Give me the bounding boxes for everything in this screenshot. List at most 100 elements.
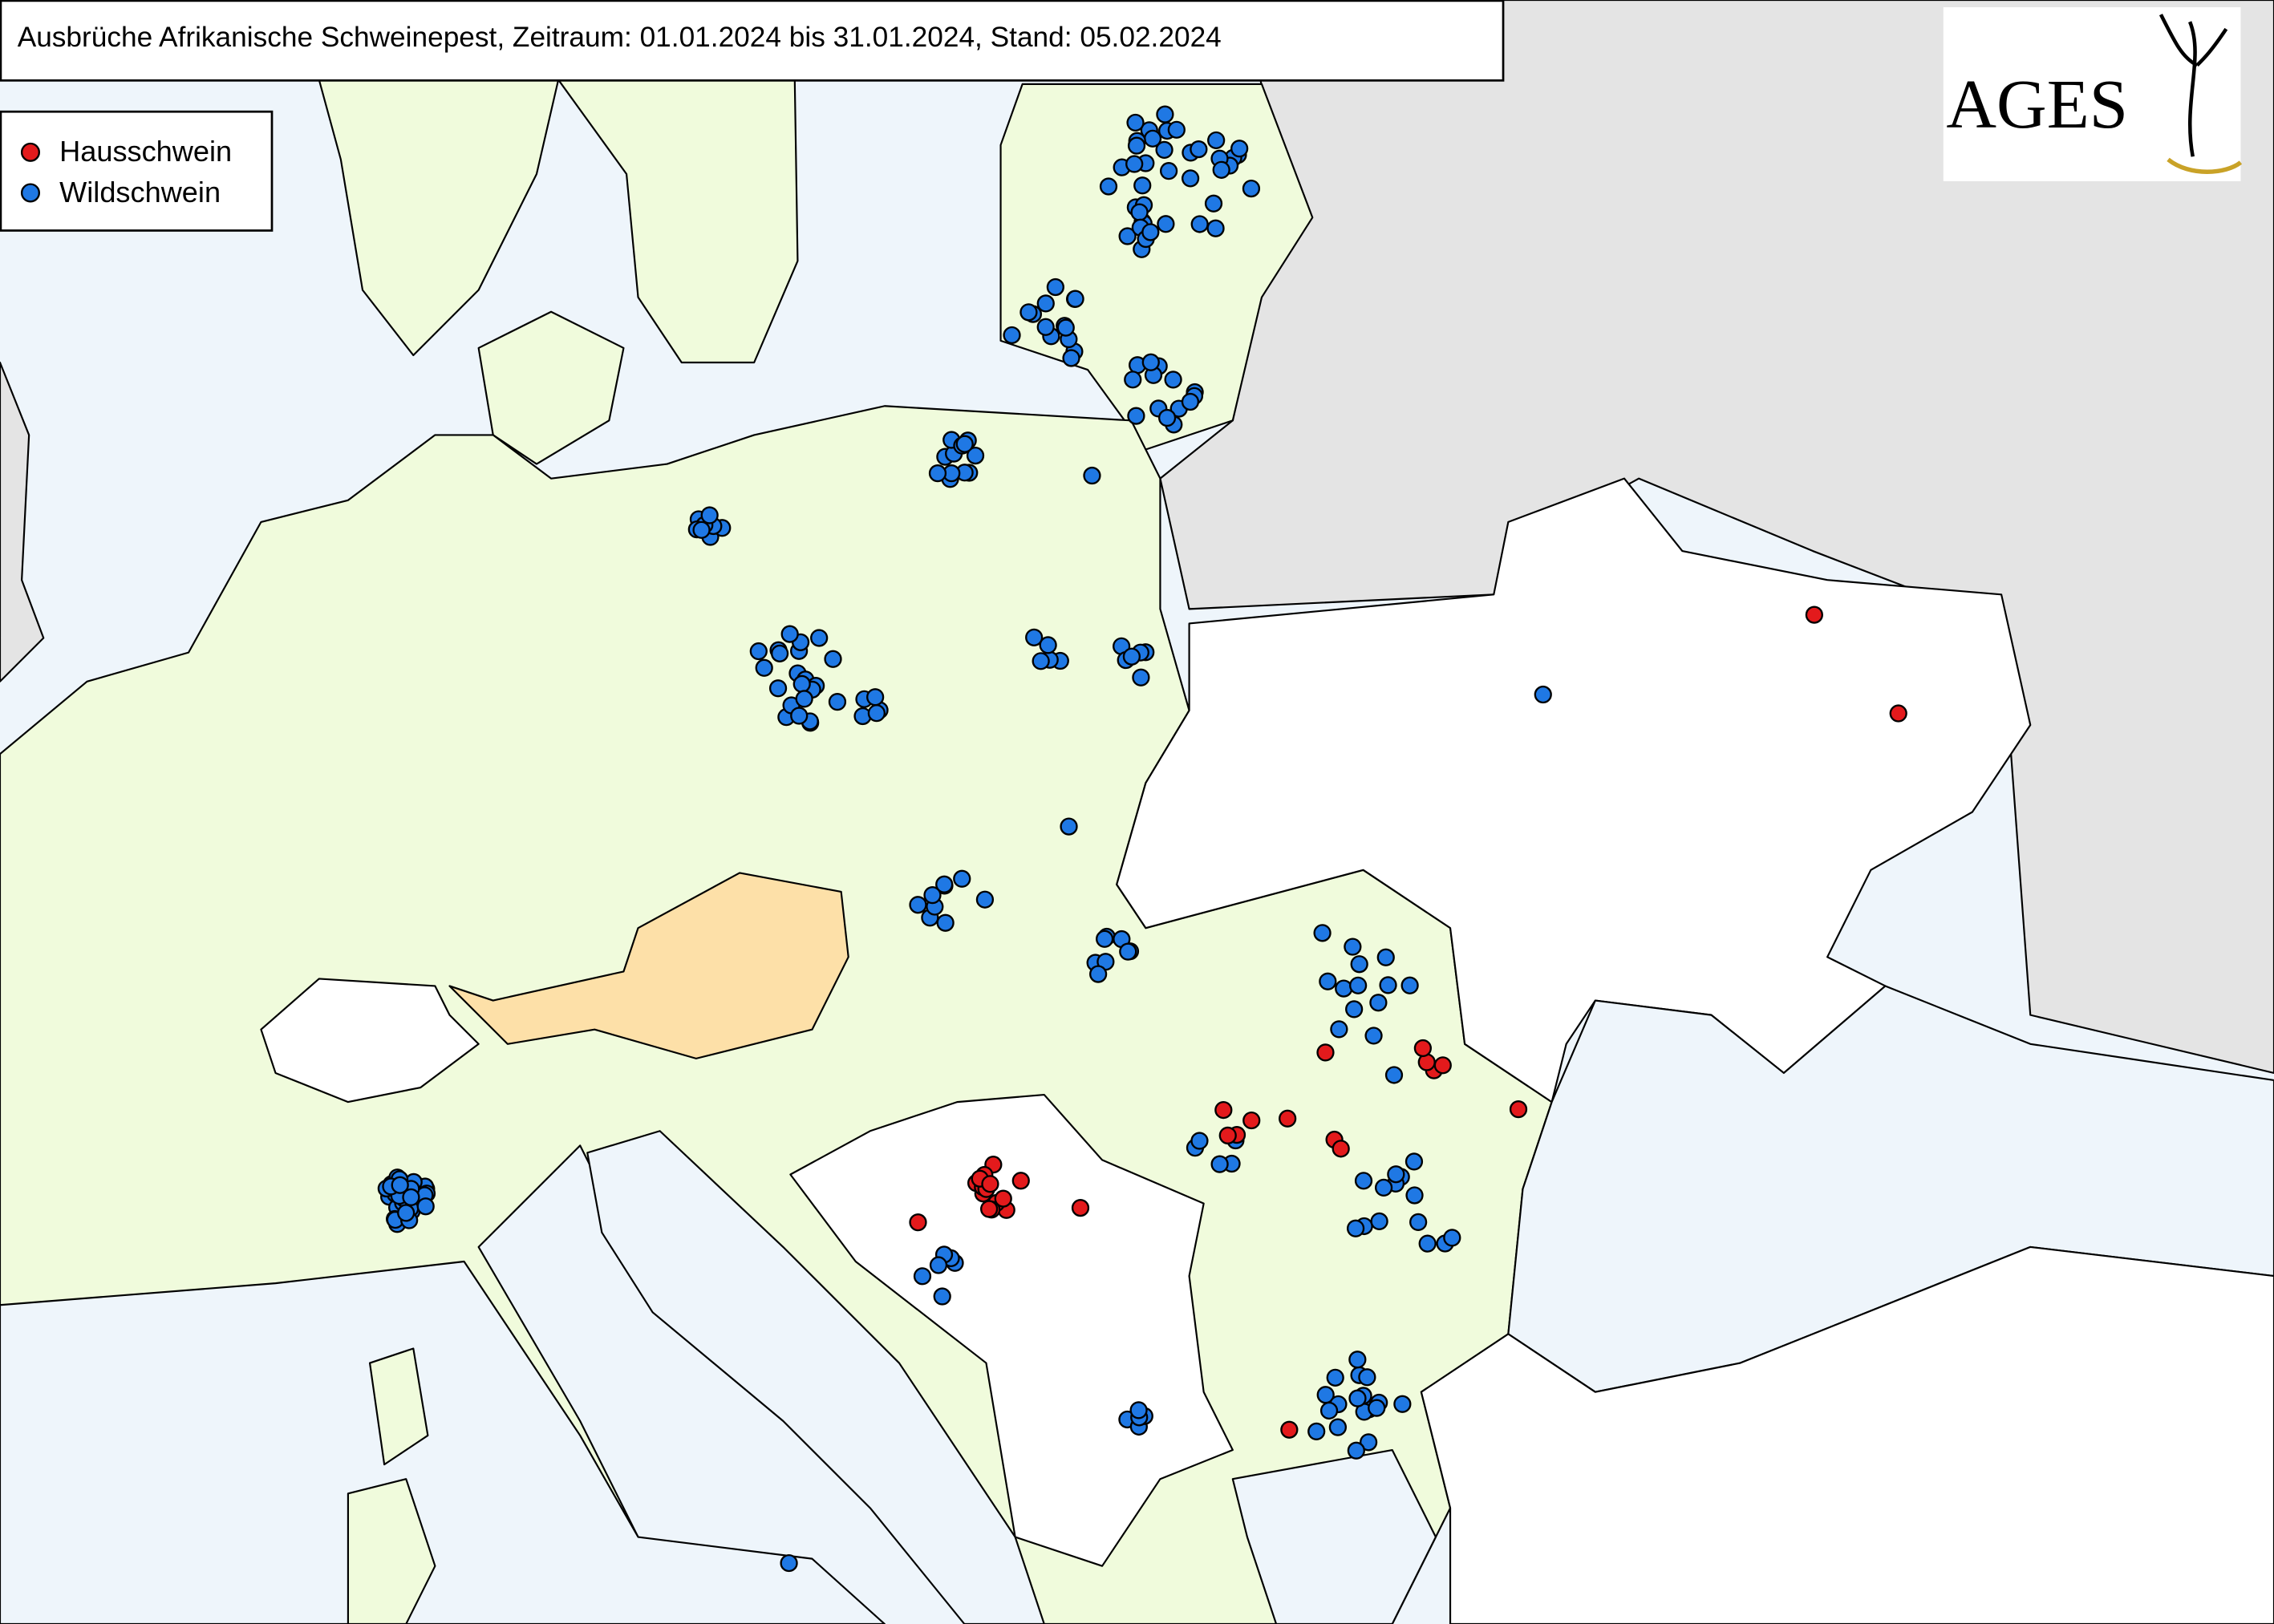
outbreak-point: [1347, 1441, 1365, 1460]
legend: Hausschwein Wildschwein: [20, 135, 232, 209]
outbreak-point: [1206, 219, 1225, 237]
outbreak-point: [866, 688, 885, 707]
outbreak-point: [1326, 1368, 1344, 1387]
outbreak-point: [1330, 1020, 1348, 1039]
outbreak-point: [966, 446, 985, 465]
outbreak-points: [377, 105, 1907, 1573]
outbreak-point: [1046, 277, 1064, 297]
outbreak-point: [1335, 979, 1353, 998]
aegean-sea: [1231, 1448, 1437, 1624]
outbreak-point: [1157, 408, 1177, 427]
outbreak-point: [913, 1267, 932, 1286]
outbreak-point: [1369, 994, 1388, 1012]
outbreak-point: [1157, 215, 1175, 233]
outbreak-point: [1062, 349, 1080, 367]
outbreak-point: [1387, 1165, 1405, 1184]
outbreak-point: [1345, 1000, 1364, 1019]
outbreak-point: [1443, 1229, 1461, 1247]
outbreak-point: [1393, 1395, 1412, 1413]
outbreak-point: [1349, 976, 1368, 994]
outbreak-point: [1346, 1219, 1365, 1237]
outbreak-point: [749, 642, 768, 661]
outbreak-point: [1358, 1368, 1376, 1387]
outbreak-point: [1374, 1178, 1393, 1197]
outbreak-point: [1805, 605, 1823, 624]
outbreak-point: [1003, 326, 1021, 345]
outbreak-point: [1280, 1420, 1299, 1439]
outbreak-point: [1405, 1186, 1424, 1205]
outbreak-point: [1534, 685, 1552, 704]
outbreak-point: [953, 869, 971, 888]
outbreak-point: [994, 1189, 1012, 1208]
title: Ausbrüche Afrikanische Schweinepest, Zei…: [18, 22, 1222, 53]
logo-text: AGES: [1946, 66, 2128, 143]
outbreak-point: [1370, 1212, 1388, 1230]
outbreak-point: [1368, 1399, 1386, 1417]
outbreak-point: [1889, 704, 1907, 723]
outbreak-point: [1433, 1056, 1452, 1075]
outbreak-point: [975, 890, 995, 909]
outbreak-point: [1344, 938, 1362, 956]
outbreak-point: [1155, 140, 1173, 160]
outbreak-point: [768, 679, 788, 698]
outbreak-point: [780, 1553, 798, 1573]
outbreak-point: [1083, 466, 1101, 485]
western-balkans: [789, 1093, 1234, 1567]
outbreak-point: [1133, 176, 1152, 195]
outbreak-point: [1190, 140, 1208, 159]
outbreak-point: [1359, 1433, 1378, 1452]
outbreak-point: [700, 506, 719, 524]
outbreak-point: [770, 644, 789, 662]
legend-label: Wildschwein: [59, 176, 221, 209]
outbreak-point: [1313, 924, 1332, 942]
outbreak-point: [1099, 177, 1118, 196]
outbreak-point: [810, 629, 829, 647]
adriatic-sea: [586, 1130, 1045, 1624]
outbreak-point: [1376, 948, 1395, 966]
outbreak-point: [1384, 1066, 1404, 1084]
outbreak-point: [1181, 169, 1200, 188]
outbreak-point: [1242, 179, 1261, 198]
outbreak-point: [933, 1287, 951, 1306]
outbreak-point: [1025, 628, 1044, 646]
legend-label: Hausschwein: [59, 135, 232, 168]
outbreak-point: [1130, 203, 1149, 221]
legend-marker: [20, 142, 40, 162]
outbreak-point: [1122, 647, 1141, 666]
outbreak-point: [1181, 392, 1200, 411]
outbreak-point: [1156, 105, 1174, 124]
outbreak-point: [1204, 194, 1223, 213]
outbreak-point: [1159, 162, 1178, 180]
outbreak-point: [1119, 942, 1137, 961]
logo-swoosh: [2167, 157, 2243, 174]
outbreak-point: [936, 913, 955, 932]
outbreak-point: [692, 520, 711, 539]
switzerland: [260, 978, 480, 1104]
outbreak-point: [1066, 290, 1084, 308]
outbreak-point: [1190, 1132, 1209, 1150]
outbreak-point: [1379, 976, 1397, 994]
outbreak-point: [1125, 155, 1144, 173]
outbreak-point: [981, 1175, 999, 1193]
great-britain: [0, 361, 45, 682]
outbreak-point: [929, 1256, 948, 1274]
outbreak-point: [909, 1213, 927, 1232]
outbreak-point: [1212, 160, 1230, 179]
corsica: [368, 1347, 429, 1466]
outbreak-point: [795, 690, 813, 708]
outbreak-point: [923, 886, 942, 905]
outbreak-point: [1039, 636, 1057, 654]
sardinia: [347, 1478, 436, 1624]
outbreak-point: [1141, 223, 1160, 241]
outbreak-point: [1328, 1418, 1348, 1436]
outbreak-point: [1164, 371, 1182, 389]
outbreak-point: [1056, 318, 1075, 337]
outbreak-point: [909, 896, 927, 914]
outbreak-point: [1354, 1172, 1373, 1190]
outbreak-point: [1409, 1213, 1428, 1232]
outbreak-point: [1129, 1401, 1148, 1419]
outbreak-point: [790, 707, 809, 725]
outbreak-point: [1319, 972, 1337, 990]
outbreak-point: [1141, 353, 1160, 371]
